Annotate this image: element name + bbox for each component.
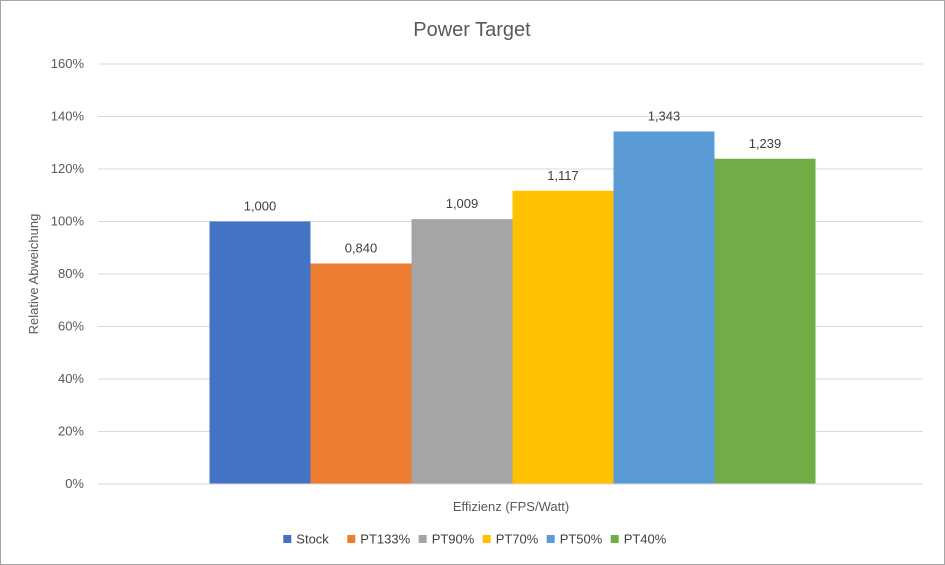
bars xyxy=(209,131,816,484)
data-labels: 1,000 0,840 1,009 1,117 1,343 1,239 xyxy=(244,108,782,255)
legend-swatch xyxy=(610,535,619,543)
data-label: 1,009 xyxy=(446,196,479,211)
x-axis-label: Effizienz (FPS/Watt) xyxy=(453,499,569,514)
y-tick-label: 40% xyxy=(58,371,84,386)
legend: Stock PT133% PT90% PT70% PT50% PT40% xyxy=(283,532,667,547)
y-axis-label: Relative Abweichung xyxy=(26,214,41,335)
legend-label: PT40% xyxy=(624,532,667,547)
data-label: 1,343 xyxy=(648,108,681,123)
bar-pt40- xyxy=(714,158,816,484)
y-axis-ticks: 0% 20% 40% 60% 80% 100% 120% 140% 160% xyxy=(51,56,85,491)
legend-label: PT90% xyxy=(432,532,475,547)
legend-swatch xyxy=(283,535,292,543)
y-tick-label: 140% xyxy=(51,109,85,124)
bar-pt70- xyxy=(512,190,614,484)
chart-title: Power Target xyxy=(413,19,531,41)
y-tick-label: 60% xyxy=(58,319,84,334)
legend-swatch xyxy=(546,535,555,543)
data-label: 1,000 xyxy=(244,199,277,214)
legend-label: PT50% xyxy=(560,532,603,547)
y-tick-label: 20% xyxy=(58,424,84,439)
legend-swatch xyxy=(418,535,427,543)
y-tick-label: 100% xyxy=(51,214,85,229)
bar-pt50- xyxy=(613,131,715,484)
y-tick-label: 160% xyxy=(51,56,85,71)
data-label: 1,117 xyxy=(547,168,579,183)
legend-label: PT133% xyxy=(360,532,410,547)
bar-pt133- xyxy=(310,263,412,484)
legend-label: Stock xyxy=(296,532,329,547)
legend-swatch xyxy=(482,535,491,543)
legend-label: PT70% xyxy=(496,532,539,547)
data-label: 0,840 xyxy=(345,241,378,256)
y-tick-label: 80% xyxy=(58,266,84,281)
y-tick-label: 120% xyxy=(51,161,85,176)
data-label: 1,239 xyxy=(749,136,782,151)
bar-stock xyxy=(209,221,311,484)
bar-pt90- xyxy=(411,219,513,484)
y-tick-label: 0% xyxy=(65,476,84,491)
legend-swatch xyxy=(347,535,356,543)
